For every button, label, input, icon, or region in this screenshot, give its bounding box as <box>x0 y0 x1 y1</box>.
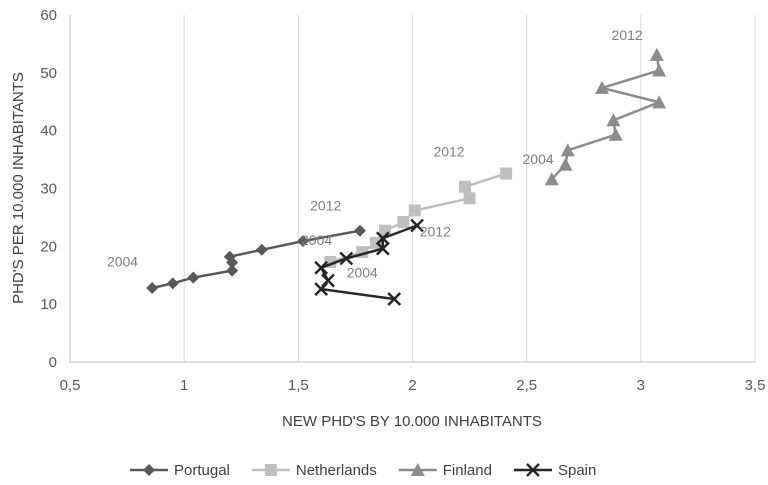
data-point-spain <box>314 282 329 297</box>
year-annotation: 2012 <box>420 224 451 240</box>
legend-marker <box>264 464 277 476</box>
marker-stroke <box>339 251 354 266</box>
y-tick-label: 0 <box>49 354 57 371</box>
data-point-spain <box>375 231 390 246</box>
data-point-netherlands <box>397 216 410 229</box>
year-annotation: 2012 <box>612 27 643 43</box>
data-point-portugal <box>255 243 268 256</box>
plot-area <box>146 47 667 306</box>
series-spain <box>314 218 424 306</box>
marker-stroke <box>314 282 329 297</box>
y-tick-label: 50 <box>40 65 57 82</box>
data-point-portugal <box>187 271 200 284</box>
data-point-finland <box>606 113 621 127</box>
x-axis-title: NEW PHD'S BY 10.000 INHABITANTS <box>282 413 542 430</box>
legend: Portugal Netherlands Finland Spain <box>130 462 596 479</box>
gridlines <box>183 15 756 362</box>
legend-item-spain: Spain <box>513 462 596 479</box>
year-annotation: 2004 <box>301 232 332 248</box>
legend-label: Spain <box>558 462 596 479</box>
legend-label: Netherlands <box>296 462 377 479</box>
legend-label: Portugal <box>174 462 230 479</box>
data-point-finland <box>560 143 575 157</box>
data-point-finland <box>608 127 623 141</box>
data-point-finland <box>652 63 667 77</box>
marker-stroke <box>321 273 335 288</box>
marker-stroke <box>410 218 424 233</box>
data-point-finland <box>558 157 573 171</box>
marker-stroke <box>526 463 540 477</box>
y-tick-label: 10 <box>40 296 57 313</box>
data-point-spain <box>321 273 335 288</box>
data-point-netherlands <box>459 180 472 193</box>
year-annotation: 2012 <box>310 197 341 213</box>
axes: 0,5 1 1,5 2 2,5 3 3,5 0 10 20 30 40 50 60 <box>40 7 765 394</box>
data-point-portugal <box>223 250 236 263</box>
data-point-portugal <box>146 281 159 294</box>
annotations: 2004 2012 2004 2012 2004 2012 2004 2012 <box>107 27 643 281</box>
year-annotation: 2012 <box>433 144 464 160</box>
y-tick-label: 60 <box>40 7 57 24</box>
x-tick-label: 2 <box>408 377 416 394</box>
legend-label: Finland <box>443 462 492 479</box>
year-annotation: 2004 <box>523 151 554 167</box>
y-tick-label: 40 <box>40 123 57 140</box>
year-annotation: 2004 <box>347 265 378 281</box>
x-tick-label: 1 <box>180 377 188 394</box>
legend-marker <box>143 464 155 476</box>
data-point-spain <box>410 218 424 233</box>
data-point-spain <box>339 251 354 266</box>
legend-item-netherlands: Netherlands <box>251 462 377 479</box>
y-tick-label: 20 <box>40 238 57 255</box>
legend-item-finland: Finland <box>398 462 492 479</box>
data-point-spain <box>387 292 402 306</box>
data-point-finland <box>652 95 667 109</box>
data-point-portugal <box>353 224 366 237</box>
x-tick-label: 3,5 <box>745 377 766 394</box>
data-point-spain <box>314 260 329 275</box>
data-point-finland <box>595 80 610 94</box>
marker-stroke <box>314 260 329 275</box>
data-point-finland <box>544 172 559 186</box>
data-point-netherlands <box>408 204 421 217</box>
data-point-finland <box>649 47 664 61</box>
y-tick-label: 30 <box>40 181 57 198</box>
data-point-portugal <box>296 235 309 248</box>
x-tick-label: 3 <box>637 377 645 394</box>
marker-stroke <box>387 292 402 306</box>
data-point-netherlands <box>463 192 476 205</box>
marker-stroke <box>375 241 390 256</box>
legend-item-portugal: Portugal <box>130 462 230 479</box>
x-tick-label: 0,5 <box>60 377 81 394</box>
x-tick-label: 2,5 <box>516 377 537 394</box>
marker-stroke <box>375 231 390 246</box>
series-line-finland <box>550 54 664 181</box>
legend-marker <box>526 463 540 477</box>
series-line-spain <box>318 224 418 301</box>
data-point-netherlands <box>500 167 513 180</box>
data-point-spain <box>375 241 390 256</box>
series-finland <box>544 47 667 186</box>
year-annotation: 2004 <box>107 254 138 270</box>
data-point-portugal <box>226 264 239 277</box>
series-portugal <box>146 224 366 294</box>
data-point-portugal <box>166 277 179 290</box>
legend-marker <box>410 463 425 476</box>
y-axis-title: PHD'S PER 10.000 INHABITANTS <box>10 72 27 304</box>
x-tick-label: 1,5 <box>288 377 309 394</box>
